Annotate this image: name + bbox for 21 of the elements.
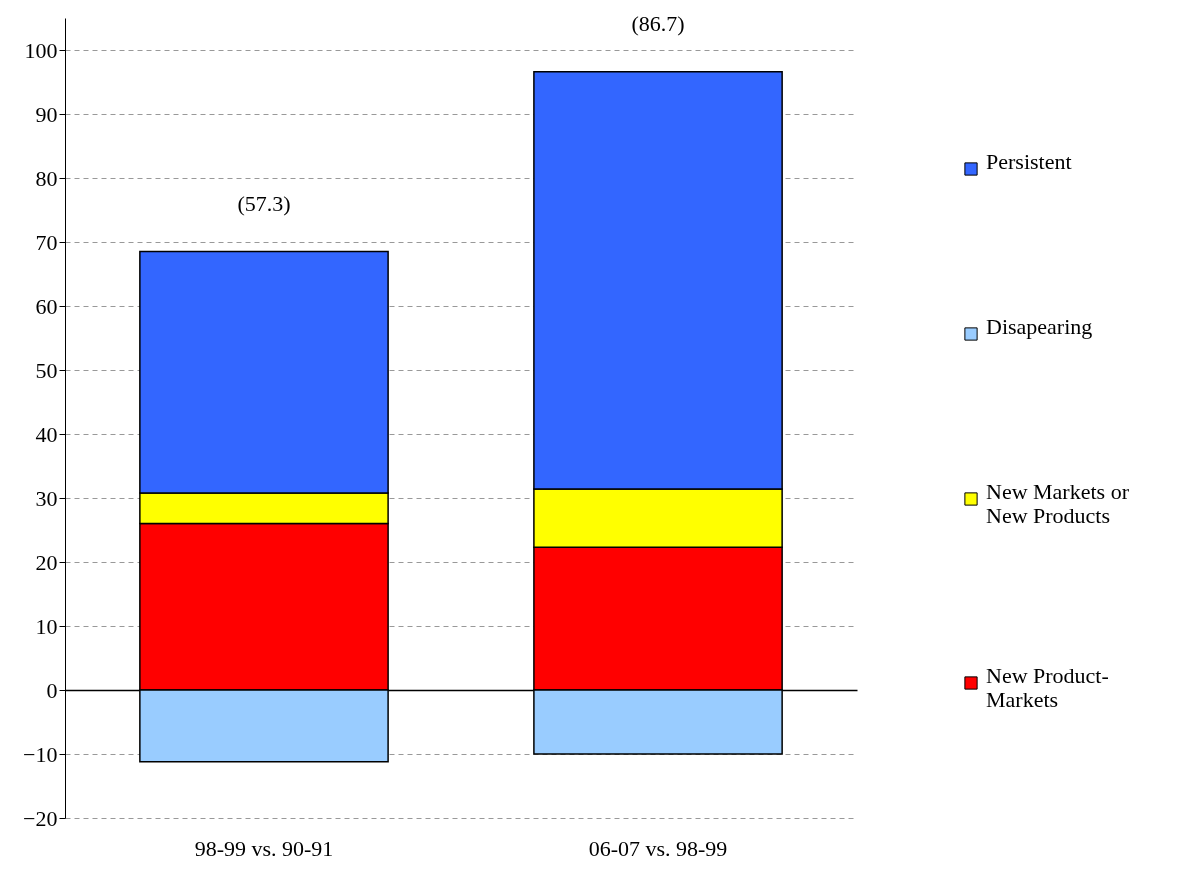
x-tick-label: 06-07 vs. 98-99 — [588, 835, 728, 861]
y-tick-label: −20 — [23, 805, 58, 831]
y-tick-label: 20 — [35, 549, 58, 575]
y-tick-label: 30 — [35, 485, 58, 511]
y-tick-label: −10 — [23, 741, 58, 767]
y-tick-label: 80 — [35, 165, 58, 191]
y-tick-label: 90 — [35, 101, 58, 127]
y-tick-label: 100 — [24, 37, 58, 63]
legend-label: Disapearing — [986, 314, 1093, 339]
x-tick-label: 98-99 vs. 90-91 — [194, 835, 334, 861]
y-tick-label: 10 — [35, 613, 58, 639]
y-tick-label: 60 — [35, 293, 58, 319]
legend-label: New Markets or New Products — [986, 479, 1130, 528]
y-tick-label: 40 — [35, 421, 58, 447]
legend-label: New Product-Markets — [986, 663, 1109, 712]
legend-label: Persistent — [986, 149, 1072, 174]
total-label: (86.7) — [631, 10, 685, 36]
y-tick-label: 70 — [35, 229, 58, 255]
y-tick-label: 50 — [35, 357, 58, 383]
total-label: (57.3) — [237, 190, 291, 216]
y-tick-label: 0 — [46, 677, 58, 703]
